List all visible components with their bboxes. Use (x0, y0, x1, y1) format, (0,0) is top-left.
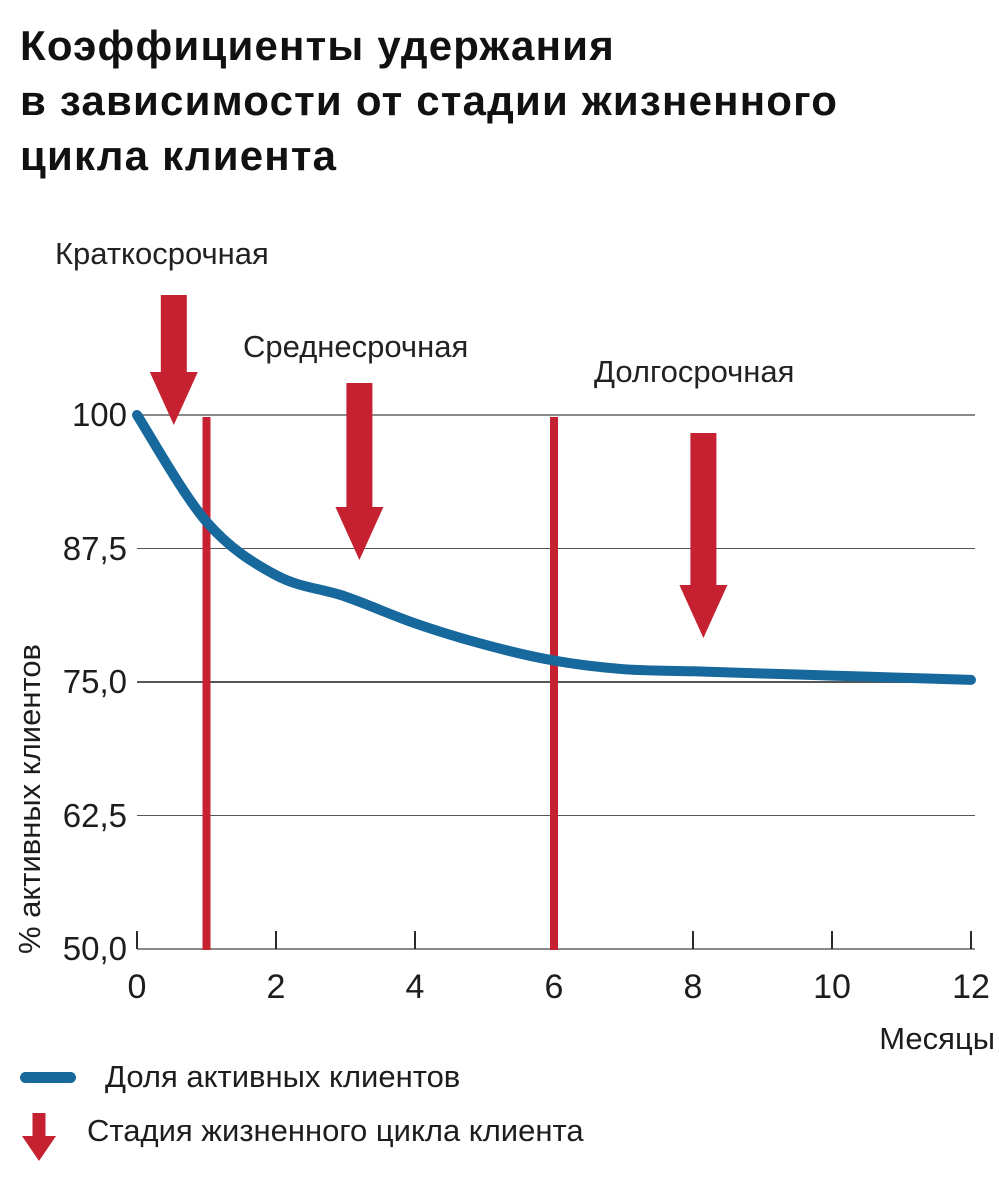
legend-label: Доля активных клиентов (105, 1059, 461, 1094)
axis-gridline-minor (137, 681, 975, 683)
axis-gridline-minor (137, 547, 975, 550)
stage-label-short-term: Краткосрочная (55, 236, 269, 271)
x-tick-mark (692, 931, 694, 949)
stage-label-medium-term: Среднесрочная (243, 329, 469, 364)
x-tick-mark (553, 931, 555, 949)
x-tick-label: 2 (266, 968, 286, 1006)
chart-title: Коэффициенты удержания в зависимости от … (20, 22, 839, 179)
y-tick-label: 62,5 (62, 796, 127, 834)
x-tick-mark (414, 931, 416, 949)
x-tick-label: 12 (952, 968, 990, 1006)
line-swatch-icon (20, 1071, 76, 1083)
x-tick-label: 6 (544, 968, 564, 1006)
legend-item-active-clients: Доля активных клиентов (20, 1058, 460, 1096)
x-tick-label: 10 (813, 968, 851, 1006)
x-tick-label: 4 (405, 968, 425, 1006)
legend-item-lifecycle-stage: Стадия жизненного цикла клиента (20, 1112, 584, 1162)
y-tick-label: 50,0 (62, 930, 127, 967)
axis-gridline-minor (137, 814, 975, 817)
x-tick-label: 0 (127, 968, 147, 1006)
y-tick-label: 100 (71, 396, 127, 433)
down-arrow-icon (22, 1113, 56, 1161)
x-tick-label: 8 (683, 968, 703, 1006)
stage-label-long-term: Долгосрочная (594, 354, 795, 389)
down-arrow-glyph (22, 1113, 56, 1161)
axis-gridline-major (137, 947, 975, 951)
x-tick-mark (970, 931, 972, 949)
y-tick-label: 75,0 (62, 663, 127, 700)
axis-gridline-major (137, 413, 975, 417)
x-tick-mark (831, 931, 833, 949)
x-tick-mark (275, 931, 277, 949)
legend-label: Стадия жизненного цикла клиента (87, 1113, 584, 1148)
x-tick-mark (136, 931, 138, 949)
x-axis-unit-label: Месяцы (879, 1021, 995, 1056)
y-tick-label: 87,5 (62, 529, 127, 567)
